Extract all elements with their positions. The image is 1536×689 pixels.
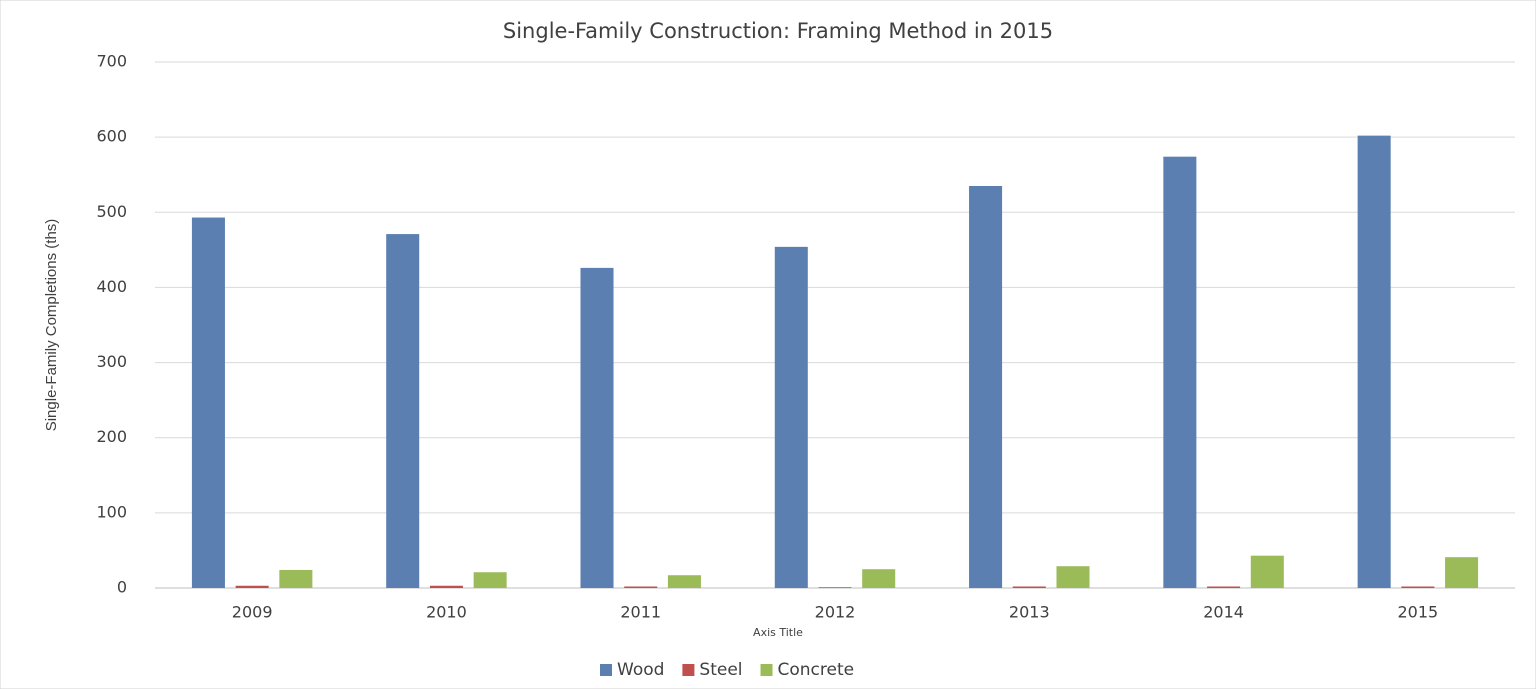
legend-swatch <box>600 664 612 676</box>
x-axis-title: Axis Title <box>753 626 803 639</box>
bar <box>473 572 507 588</box>
y-tick-label: 0 <box>117 578 127 597</box>
bar <box>1401 586 1435 588</box>
bar <box>1207 586 1241 588</box>
bar <box>624 586 658 588</box>
legend-label: Steel <box>699 660 742 680</box>
y-tick-label: 300 <box>96 352 127 371</box>
bar <box>862 569 896 588</box>
y-tick-label: 700 <box>96 52 127 71</box>
legend-label: Concrete <box>778 660 855 680</box>
x-tick-label: 2010 <box>426 603 467 622</box>
y-tick-label: 600 <box>96 127 127 146</box>
legend-label: Wood <box>617 660 664 680</box>
legend-swatch <box>760 664 773 676</box>
x-tick-label: 2014 <box>1203 603 1244 622</box>
x-tick-label: 2013 <box>1009 603 1050 622</box>
y-axis-title: Single-Family Completions (ths) <box>43 219 60 432</box>
bar <box>235 585 269 588</box>
bar <box>969 185 1003 588</box>
chart-title: Single-Family Construction: Framing Meth… <box>503 19 1053 43</box>
x-tick-label: 2009 <box>232 603 273 622</box>
y-tick-label: 100 <box>96 502 127 521</box>
bar <box>386 234 420 588</box>
y-tick-label: 500 <box>96 202 127 221</box>
y-tick-label: 200 <box>96 427 127 446</box>
x-tick-label: 2012 <box>815 603 856 622</box>
x-tick-label: 2011 <box>620 603 661 622</box>
bar <box>667 575 701 588</box>
bar <box>774 246 808 588</box>
bar <box>1250 555 1284 588</box>
bar <box>1056 566 1090 588</box>
y-tick-label: 400 <box>96 277 127 296</box>
x-tick-label: 2015 <box>1397 603 1438 622</box>
bar <box>1012 586 1046 588</box>
bar <box>191 217 225 588</box>
bar <box>818 587 852 588</box>
bar <box>1357 135 1391 588</box>
bar <box>580 267 614 588</box>
bar <box>1163 156 1197 588</box>
bar <box>279 569 313 588</box>
bar <box>1445 557 1479 588</box>
bar <box>429 585 463 588</box>
legend-swatch <box>682 664 695 676</box>
